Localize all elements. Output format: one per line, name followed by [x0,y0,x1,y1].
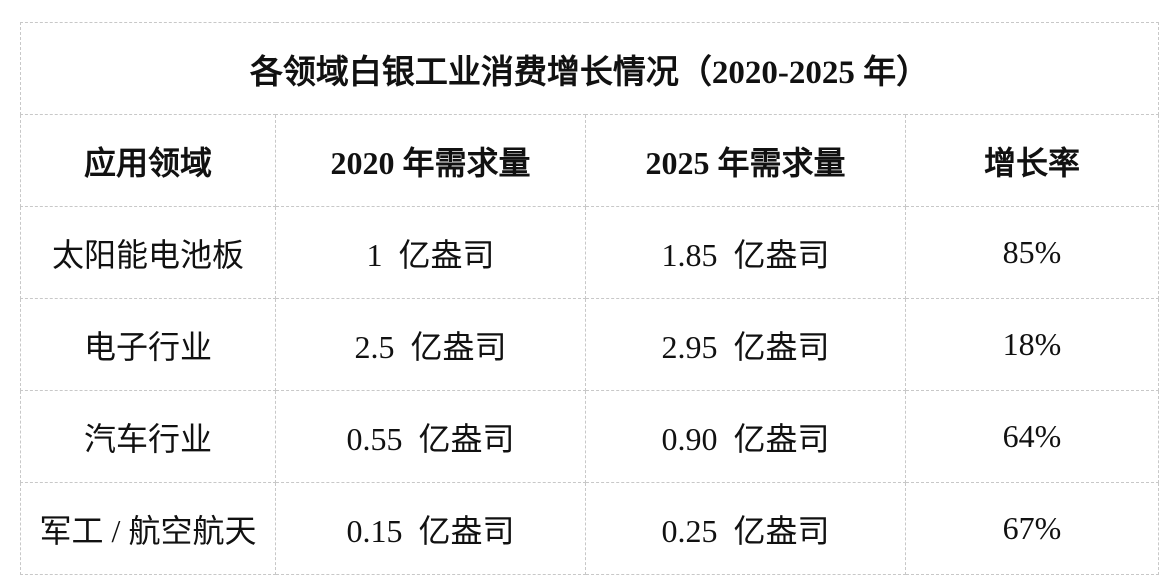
header-cell: 应用领域 [20,114,276,207]
table-cell: 2.5 亿盎司 [275,298,586,391]
table-title: 各领域白银工业消费增长情况（2020-2025 年） [20,22,1159,115]
table-cell: 67% [905,482,1159,575]
table-cell: 汽车行业 [20,390,276,483]
header-cell: 2020 年需求量 [275,114,586,207]
title-row: 各领域白银工业消费增长情况（2020-2025 年） [20,22,1159,115]
table-cell: 1.85 亿盎司 [585,206,906,299]
table-cell: 2.95 亿盎司 [585,298,906,391]
table-row: 汽车行业 0.55 亿盎司 0.90 亿盎司 64% [20,390,1159,483]
table-cell: 85% [905,206,1159,299]
table-cell: 64% [905,390,1159,483]
table-cell: 军工 / 航空航天 [20,482,276,575]
table-cell: 0.55 亿盎司 [275,390,586,483]
table-cell: 18% [905,298,1159,391]
table-cell: 电子行业 [20,298,276,391]
table-cell: 0.25 亿盎司 [585,482,906,575]
table-cell: 0.90 亿盎司 [585,390,906,483]
table-row: 军工 / 航空航天 0.15 亿盎司 0.25 亿盎司 67% [20,482,1159,575]
table-row: 太阳能电池板 1 亿盎司 1.85 亿盎司 85% [20,206,1159,299]
header-cell: 增长率 [905,114,1159,207]
table-cell: 太阳能电池板 [20,206,276,299]
data-table: 各领域白银工业消费增长情况（2020-2025 年） 应用领域 2020 年需求量… [20,22,1159,575]
table-cell: 0.15 亿盎司 [275,482,586,575]
header-row: 应用领域 2020 年需求量 2025 年需求量 增长率 [20,114,1159,207]
table-row: 电子行业 2.5 亿盎司 2.95 亿盎司 18% [20,298,1159,391]
table-cell: 1 亿盎司 [275,206,586,299]
table-body: 太阳能电池板 1 亿盎司 1.85 亿盎司 85% 电子行业 2.5 亿盎司 2.95 亿盎… [20,206,1159,575]
header-cell: 2025 年需求量 [585,114,906,207]
